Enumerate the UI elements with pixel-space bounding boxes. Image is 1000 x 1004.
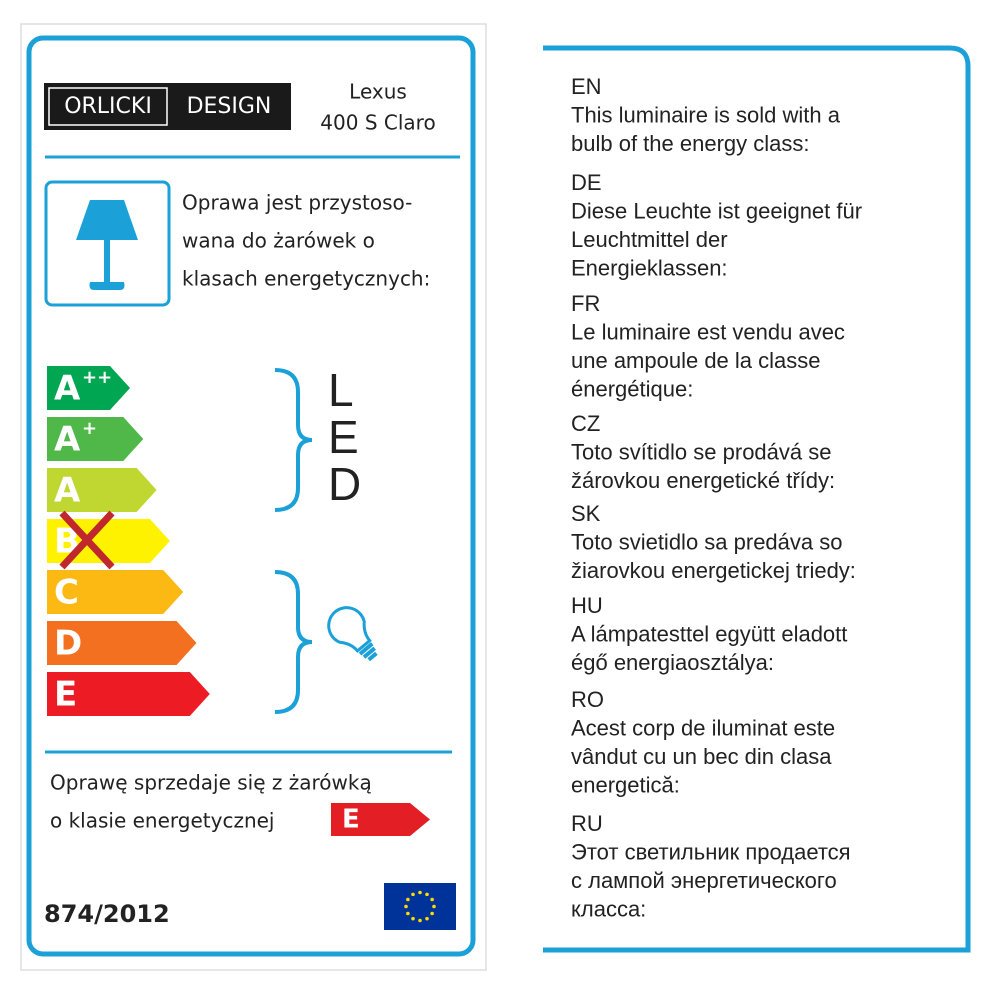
language-text: égő energiaosztálya: xyxy=(571,650,774,675)
logo-box xyxy=(48,87,168,126)
intro-text: wana do żarówek o xyxy=(182,229,375,253)
language-text: A lámpatesttel együtt eladott xyxy=(571,621,847,646)
outer-frame xyxy=(20,23,487,971)
sold-class-badge xyxy=(331,803,430,836)
eu-star xyxy=(425,892,429,897)
intro-text: klasach energetycznych: xyxy=(182,267,430,291)
brand: ORLICKI xyxy=(64,94,152,119)
eu-star xyxy=(418,918,422,923)
language-code: RO xyxy=(571,687,604,712)
eu-star xyxy=(430,897,434,902)
eu-star xyxy=(425,916,429,921)
eu-star xyxy=(411,916,415,921)
class-letter: A xyxy=(54,369,81,409)
intro-text: Oprawa jest przystoso- xyxy=(182,191,412,215)
lamp-icon xyxy=(76,200,138,290)
language-code: DE xyxy=(571,170,602,195)
class-letter: E xyxy=(54,675,77,715)
sold-class: E xyxy=(342,805,360,835)
sold-text: Oprawę sprzedaje się z żarówką xyxy=(50,771,372,795)
language-text: Le luminaire est vendu avec xyxy=(571,319,845,344)
class-arrow xyxy=(47,672,210,716)
lamp-icon-frame xyxy=(44,180,171,307)
language-text: Toto svietidlo sa predáva so xyxy=(571,529,843,554)
class-letter: D xyxy=(54,624,82,664)
class-arrow xyxy=(47,570,184,614)
language-text: bulb of the energy class: xyxy=(571,131,809,156)
regulation: 874/2012 xyxy=(44,900,170,928)
cross xyxy=(59,510,115,570)
class-arrow xyxy=(47,468,157,512)
class-letter: C xyxy=(54,573,79,613)
language-code: EN xyxy=(571,74,602,99)
eu-star xyxy=(432,904,436,909)
language-text: une ampoule de la classe xyxy=(571,348,821,373)
right-panel xyxy=(543,45,971,953)
brand: DESIGN xyxy=(187,94,272,119)
sold-text: o klasie energetycznej xyxy=(50,809,275,833)
language-text: Leuchtmittel der xyxy=(571,227,728,252)
eu-star xyxy=(404,904,408,909)
led-letter: D xyxy=(328,458,361,510)
bulb-icon xyxy=(327,606,378,662)
language-text: énergétique: xyxy=(571,376,693,401)
led-letter: L xyxy=(328,364,354,416)
class-arrow xyxy=(47,366,130,410)
language-text: This luminaire is sold with a xyxy=(571,102,841,127)
language-text: vândut cu un bec din clasa xyxy=(571,744,832,769)
language-text: Energieklassen: xyxy=(571,255,728,280)
class-arrow xyxy=(47,621,197,665)
language-code: RU xyxy=(571,811,603,836)
language-text: Этот светильник продается xyxy=(571,839,851,864)
eu-star xyxy=(430,911,434,916)
brace xyxy=(274,570,313,714)
language-code: FR xyxy=(571,291,600,316)
language-text: с лампой энергетического xyxy=(571,868,837,893)
language-code: CZ xyxy=(571,411,600,436)
language-text: класса: xyxy=(571,896,646,921)
eu-flag xyxy=(384,883,456,930)
language-text: energetică: xyxy=(571,772,680,797)
eu-star xyxy=(418,890,422,895)
brace xyxy=(274,368,313,512)
class-arrow xyxy=(47,417,144,461)
model: Lexus xyxy=(349,80,407,104)
led-letter: E xyxy=(328,411,359,463)
language-text: Acest corp de iluminat este xyxy=(571,715,835,740)
class-letter: A xyxy=(54,471,81,511)
language-text: Diese Leuchte ist geeignet für xyxy=(571,198,862,223)
eu-stars xyxy=(404,890,436,923)
class-letter: A xyxy=(54,420,81,460)
class-sup: ++ xyxy=(82,367,112,388)
class-sup: + xyxy=(82,418,97,439)
eu-star xyxy=(411,892,415,897)
language-code: SK xyxy=(571,501,601,526)
eu-star xyxy=(406,911,410,916)
model: 400 S Claro xyxy=(320,111,435,135)
language-text: žárovkou energetické třídy: xyxy=(571,468,835,493)
language-text: Toto svítidlo se prodává se xyxy=(571,439,831,464)
language-text: žiarovkou energetickej triedy: xyxy=(571,558,856,583)
left-panel xyxy=(26,35,476,957)
eu-star xyxy=(406,897,410,902)
language-code: HU xyxy=(571,593,603,618)
